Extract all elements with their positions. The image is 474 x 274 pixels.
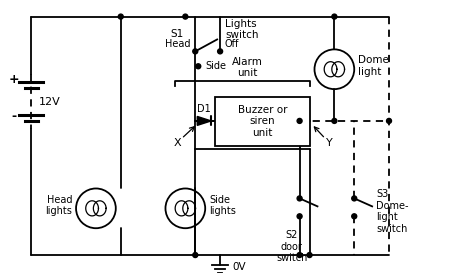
Text: Dome
light: Dome light [358, 55, 389, 77]
Polygon shape [197, 116, 211, 125]
Text: Lights
switch: Lights switch [225, 19, 259, 40]
Text: -: - [11, 110, 16, 124]
Text: S1: S1 [170, 30, 183, 39]
Text: Side: Side [205, 61, 226, 71]
Text: Buzzer or
siren
unit: Buzzer or siren unit [237, 105, 287, 138]
Circle shape [332, 14, 337, 19]
Circle shape [352, 214, 357, 219]
Circle shape [218, 49, 223, 54]
Text: Side
lights: Side lights [209, 195, 236, 216]
Circle shape [297, 196, 302, 201]
Circle shape [332, 118, 337, 123]
Text: S3
Dome-
light
switch: S3 Dome- light switch [376, 189, 409, 234]
Text: 12V: 12V [39, 96, 61, 107]
Circle shape [297, 253, 302, 258]
Circle shape [183, 14, 188, 19]
Circle shape [193, 253, 198, 258]
Text: Alarm
unit: Alarm unit [232, 57, 263, 78]
Text: Head
lights: Head lights [45, 195, 72, 216]
Text: S2
door
switch: S2 door switch [276, 230, 307, 263]
Text: +: + [8, 73, 19, 86]
Circle shape [118, 14, 123, 19]
Circle shape [297, 118, 302, 123]
Text: X: X [173, 138, 181, 148]
Text: Head: Head [165, 39, 190, 49]
Circle shape [196, 64, 201, 69]
Text: Y: Y [326, 138, 333, 148]
Text: 0V: 0V [232, 262, 246, 272]
Text: Off: Off [224, 39, 238, 49]
Circle shape [352, 196, 357, 201]
Circle shape [193, 49, 198, 54]
Circle shape [307, 253, 312, 258]
Bar [215, 97, 310, 146]
Text: D1: D1 [197, 104, 211, 114]
Circle shape [386, 118, 392, 123]
Circle shape [297, 214, 302, 219]
